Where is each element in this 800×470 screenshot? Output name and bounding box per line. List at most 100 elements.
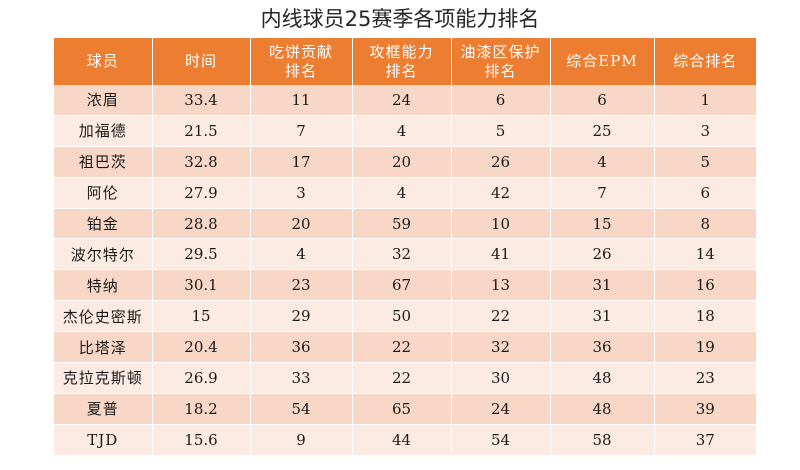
- overall-rank-cell: 3: [654, 115, 756, 147]
- epm-cell: 58: [550, 424, 655, 456]
- paint-protection-rank-cell: 30: [451, 362, 551, 394]
- paint-protection-rank-cell: 41: [451, 238, 551, 271]
- overall-rank-cell: 14: [654, 238, 756, 271]
- minutes-cell: 15: [152, 300, 251, 333]
- table-row: TJD 15.6 9 44 54 58 37: [54, 424, 756, 456]
- player-name-cell: 加福德: [54, 115, 153, 147]
- rim-attack-rank-cell: 50: [352, 300, 452, 333]
- overall-rank-cell: 39: [654, 393, 756, 425]
- table-row: 夏普 18.2 54 65 24 48 39: [54, 393, 756, 425]
- rim-attack-rank-cell: 65: [352, 393, 452, 425]
- table-row: 铂金 28.8 20 59 10 15 8: [54, 208, 756, 240]
- column-header-overall-rank: 综合排名: [654, 38, 756, 85]
- paint-protection-rank-cell: 54: [451, 424, 551, 456]
- screen-assist-rank-cell: 20: [250, 208, 353, 240]
- rim-attack-rank-cell: 59: [352, 208, 452, 240]
- overall-rank-cell: 8: [654, 208, 756, 240]
- table-row: 浓眉 33.4 11 24 6 6 1: [54, 85, 756, 116]
- paint-protection-rank-cell: 22: [451, 300, 551, 333]
- screen-assist-rank-cell: 33: [250, 362, 353, 394]
- minutes-cell: 27.9: [152, 177, 251, 209]
- rim-attack-rank-cell: 4: [352, 177, 452, 209]
- overall-rank-cell: 5: [654, 146, 756, 178]
- epm-cell: 36: [550, 331, 655, 364]
- player-name-cell: 杰伦史密斯: [54, 300, 153, 333]
- table-row: 克拉克斯顿 26.9 33 22 30 48 23: [54, 362, 756, 394]
- screen-assist-rank-cell: 29: [250, 300, 353, 333]
- rim-attack-rank-cell: 4: [352, 115, 452, 147]
- table-row: 特纳 30.1 23 67 13 31 16: [54, 269, 756, 302]
- epm-cell: 31: [550, 300, 655, 333]
- epm-cell: 31: [550, 269, 655, 302]
- overall-rank-cell: 18: [654, 300, 756, 333]
- paint-protection-rank-cell: 42: [451, 177, 551, 209]
- rim-attack-rank-cell: 22: [352, 362, 452, 394]
- minutes-cell: 28.8: [152, 208, 251, 240]
- paint-protection-rank-cell: 13: [451, 269, 551, 302]
- table-row: 比塔泽 20.4 36 22 32 36 19: [54, 331, 756, 364]
- player-name-cell: 铂金: [54, 208, 153, 240]
- rim-attack-rank-cell: 22: [352, 331, 452, 364]
- player-name-cell: TJD: [54, 424, 153, 456]
- overall-rank-cell: 19: [654, 331, 756, 364]
- minutes-cell: 20.4: [152, 331, 251, 364]
- column-header-screen-assist-rank: 吃饼贡献 排名: [250, 38, 353, 85]
- minutes-cell: 29.5: [152, 238, 251, 271]
- paint-protection-rank-cell: 10: [451, 208, 551, 240]
- overall-rank-cell: 16: [654, 269, 756, 302]
- minutes-cell: 32.8: [152, 146, 251, 178]
- screen-assist-rank-cell: 23: [250, 269, 353, 302]
- table-row: 加福德 21.5 7 4 5 25 3: [54, 115, 756, 147]
- stats-table: 球员 时间 吃饼贡献 排名 攻框能力 排名 油漆区保护 排名 综合EPM 综合排名 浓…: [54, 38, 756, 456]
- screen-assist-rank-cell: 54: [250, 393, 353, 425]
- player-name-cell: 波尔特尔: [54, 238, 153, 271]
- table-row: 波尔特尔 29.5 4 32 41 26 14: [54, 238, 756, 271]
- column-header-player: 球员: [54, 38, 153, 85]
- minutes-cell: 26.9: [152, 362, 251, 394]
- rim-attack-rank-cell: 44: [352, 424, 452, 456]
- table-body: 浓眉 33.4 11 24 6 6 1 加福德 21.5 7 4 5 25 3 祖巴茨 32.8 17 20 26 4…: [54, 85, 756, 456]
- table-title: 内线球员25赛季各项能力排名: [260, 7, 540, 31]
- screen-assist-rank-cell: 36: [250, 331, 353, 364]
- epm-cell: 4: [550, 146, 655, 178]
- overall-rank-cell: 1: [654, 85, 756, 116]
- player-name-cell: 祖巴茨: [54, 146, 153, 178]
- table-row: 祖巴茨 32.8 17 20 26 4 5: [54, 146, 756, 178]
- minutes-cell: 21.5: [152, 115, 251, 147]
- player-name-cell: 阿伦: [54, 177, 153, 209]
- paint-protection-rank-cell: 32: [451, 331, 551, 364]
- overall-rank-cell: 37: [654, 424, 756, 456]
- minutes-cell: 30.1: [152, 269, 251, 302]
- minutes-cell: 33.4: [152, 85, 251, 116]
- column-header-minutes: 时间: [152, 38, 251, 85]
- table-row: 阿伦 27.9 3 4 42 7 6: [54, 177, 756, 209]
- epm-cell: 15: [550, 208, 655, 240]
- screen-assist-rank-cell: 11: [250, 85, 353, 116]
- column-header-rim-attack-rank: 攻框能力 排名: [352, 38, 452, 85]
- screen-assist-rank-cell: 7: [250, 115, 353, 147]
- player-name-cell: 特纳: [54, 269, 153, 302]
- screen-assist-rank-cell: 9: [250, 424, 353, 456]
- epm-cell: 7: [550, 177, 655, 209]
- minutes-cell: 18.2: [152, 393, 251, 425]
- column-header-epm: 综合EPM: [550, 38, 655, 85]
- paint-protection-rank-cell: 26: [451, 146, 551, 178]
- screen-assist-rank-cell: 4: [250, 238, 353, 271]
- epm-cell: 26: [550, 238, 655, 271]
- screen-assist-rank-cell: 3: [250, 177, 353, 209]
- rim-attack-rank-cell: 67: [352, 269, 452, 302]
- paint-protection-rank-cell: 5: [451, 115, 551, 147]
- epm-cell: 48: [550, 362, 655, 394]
- epm-cell: 25: [550, 115, 655, 147]
- minutes-cell: 15.6: [152, 424, 251, 456]
- epm-cell: 48: [550, 393, 655, 425]
- paint-protection-rank-cell: 24: [451, 393, 551, 425]
- player-name-cell: 克拉克斯顿: [54, 362, 153, 394]
- epm-cell: 6: [550, 85, 655, 116]
- player-name-cell: 浓眉: [54, 85, 153, 116]
- column-header-paint-protection-rank: 油漆区保护 排名: [451, 38, 551, 85]
- player-name-cell: 比塔泽: [54, 331, 153, 364]
- rim-attack-rank-cell: 24: [352, 85, 452, 116]
- rim-attack-rank-cell: 32: [352, 238, 452, 271]
- overall-rank-cell: 23: [654, 362, 756, 394]
